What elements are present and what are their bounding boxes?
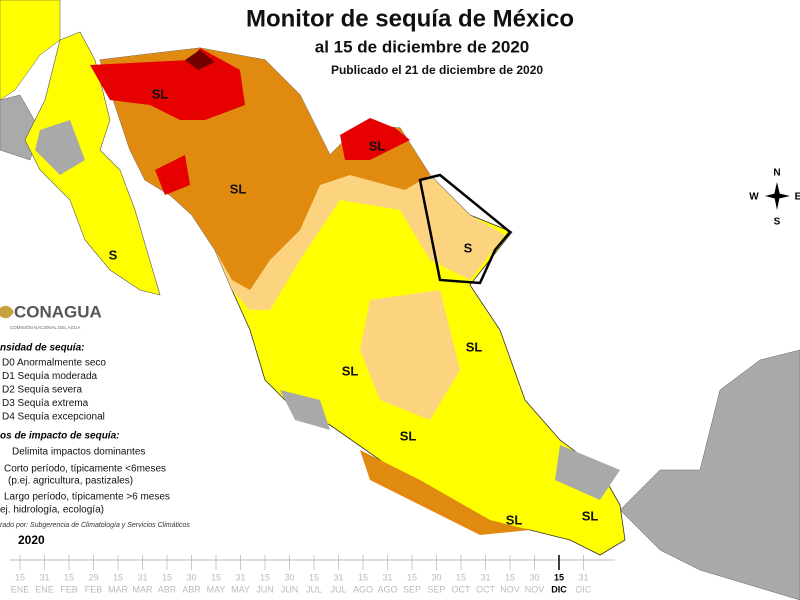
map-label: SL: [466, 339, 483, 354]
compass-w: W: [749, 192, 759, 203]
timeline-day: 31: [235, 572, 245, 582]
compass-rose: [765, 182, 790, 210]
timeline-day: 31: [333, 572, 343, 582]
timeline-month: JUL: [306, 584, 322, 594]
timeline-day: 30: [186, 572, 196, 582]
d2-zone: [360, 450, 530, 535]
timeline-month: FEB: [60, 584, 78, 594]
timeline-day: 15: [309, 572, 319, 582]
impact-item: Delimita impactos dominantes: [12, 447, 145, 458]
impact-item: ej. hidrología, ecología): [0, 505, 104, 516]
timeline-month: JUN: [281, 584, 299, 594]
timeline-month: NOV: [500, 584, 520, 594]
timeline-day: 15: [15, 572, 25, 582]
timeline-day: 15: [64, 572, 74, 582]
timeline-day: 15: [407, 572, 417, 582]
d3-zone: [340, 118, 410, 160]
timeline-day: 15: [211, 572, 221, 582]
timeline-month: MAY: [207, 584, 226, 594]
timeline-month: DIC: [576, 584, 592, 594]
timeline-day: 15: [113, 572, 123, 582]
impact-item: (p.ej. agricultura, pastizales): [8, 476, 133, 487]
timeline-month: FEB: [85, 584, 103, 594]
logo-tagline: COMISIÓN NACIONAL DEL AGUA: [10, 324, 80, 330]
timeline-day: 31: [137, 572, 147, 582]
compass-s: S: [774, 217, 781, 228]
d1-zone: [360, 290, 460, 420]
timeline-day: 15: [358, 572, 368, 582]
timeline-month: ABR: [158, 584, 177, 594]
timeline-day: 15: [162, 572, 172, 582]
timeline-month: AGO: [377, 584, 397, 594]
timeline-day: 15: [505, 572, 515, 582]
logo-name: CONAGUA: [14, 302, 102, 321]
map-label: S: [109, 247, 118, 262]
legend-item: D0 Anormalmente seco: [2, 358, 106, 369]
timeline-month: NOV: [525, 584, 545, 594]
subtitle: al 15 de diciembre de 2020: [315, 37, 530, 56]
map-label: SL: [230, 181, 247, 196]
timeline-day: 15: [554, 572, 564, 582]
timeline-month: JUN: [256, 584, 274, 594]
timeline-day: 30: [431, 572, 441, 582]
timeline-month: AGO: [353, 584, 373, 594]
timeline-day: 15: [456, 572, 466, 582]
impact-item: Corto período, típicamente <6meses: [4, 464, 166, 475]
timeline-month: MAY: [231, 584, 250, 594]
timeline-month: ENE: [11, 584, 30, 594]
map-label: SL: [400, 428, 417, 443]
timeline-day: 31: [382, 572, 392, 582]
timeline-month: MAR: [108, 584, 129, 594]
legend-item: D3 Sequía extrema: [2, 398, 89, 409]
compass-n: N: [773, 168, 780, 179]
timeline-year: 2020: [18, 533, 45, 547]
timeline-month: SEP: [427, 584, 445, 594]
timeline-month: SEP: [403, 584, 421, 594]
gray-region: [280, 390, 330, 430]
gray-region: [35, 120, 85, 175]
legend-item: D4 Sequía excepcional: [2, 412, 105, 423]
impact-item: Largo período, típicamente >6 meses: [4, 492, 170, 503]
map-label: SL: [369, 138, 386, 153]
impact-title: os de impacto de sequía:: [0, 431, 119, 442]
timeline-month: OCT: [476, 584, 496, 594]
legend-title: nsidad de sequía:: [0, 343, 84, 354]
legend: nsidad de sequía: D0 Anormalmente seco D1 …: [0, 343, 190, 529]
legend-item: D2 Sequía severa: [2, 385, 82, 396]
timeline-month: OCT: [452, 584, 472, 594]
timeline-month: ABR: [182, 584, 201, 594]
timeline-day: 31: [578, 572, 588, 582]
map-label: SL: [506, 512, 523, 527]
map-label: SL: [342, 363, 359, 378]
timeline-day: 30: [284, 572, 294, 582]
central-america: [619, 349, 800, 600]
title: Monitor de sequía de México: [246, 5, 574, 32]
us-region: [0, 0, 61, 101]
d3-zone: [155, 155, 190, 195]
timeline-month: DIC: [551, 584, 567, 594]
credit: rado por: Subgerencia de Climatología y …: [0, 522, 190, 529]
logo-mark: [0, 305, 14, 319]
compass-e: E: [795, 192, 800, 203]
timeline-day: 31: [480, 572, 490, 582]
map-label: S: [464, 240, 473, 255]
timeline-day: 15: [260, 572, 270, 582]
timeline-day: 31: [39, 572, 49, 582]
published: Publicado el 21 de diciembre de 2020: [331, 63, 543, 77]
impact-boundary: [418, 173, 512, 285]
map-label: SL: [152, 86, 169, 101]
map-label: SL: [582, 508, 599, 523]
legend-item: D1 Sequía moderada: [2, 371, 98, 382]
baja-peninsula: [24, 31, 161, 296]
timeline: 2020 15 ENE 31 ENE 15 FEB 29 FEB 15 MAR 31 MAR 15 ABR 3…: [10, 533, 615, 594]
timeline-day: 29: [88, 572, 98, 582]
timeline-month: ENE: [35, 584, 54, 594]
timeline-day: 30: [529, 572, 539, 582]
timeline-month: MAR: [133, 584, 154, 594]
timeline-month: JUL: [330, 584, 346, 594]
gray-region: [555, 445, 620, 500]
d4-zone: [185, 50, 215, 70]
